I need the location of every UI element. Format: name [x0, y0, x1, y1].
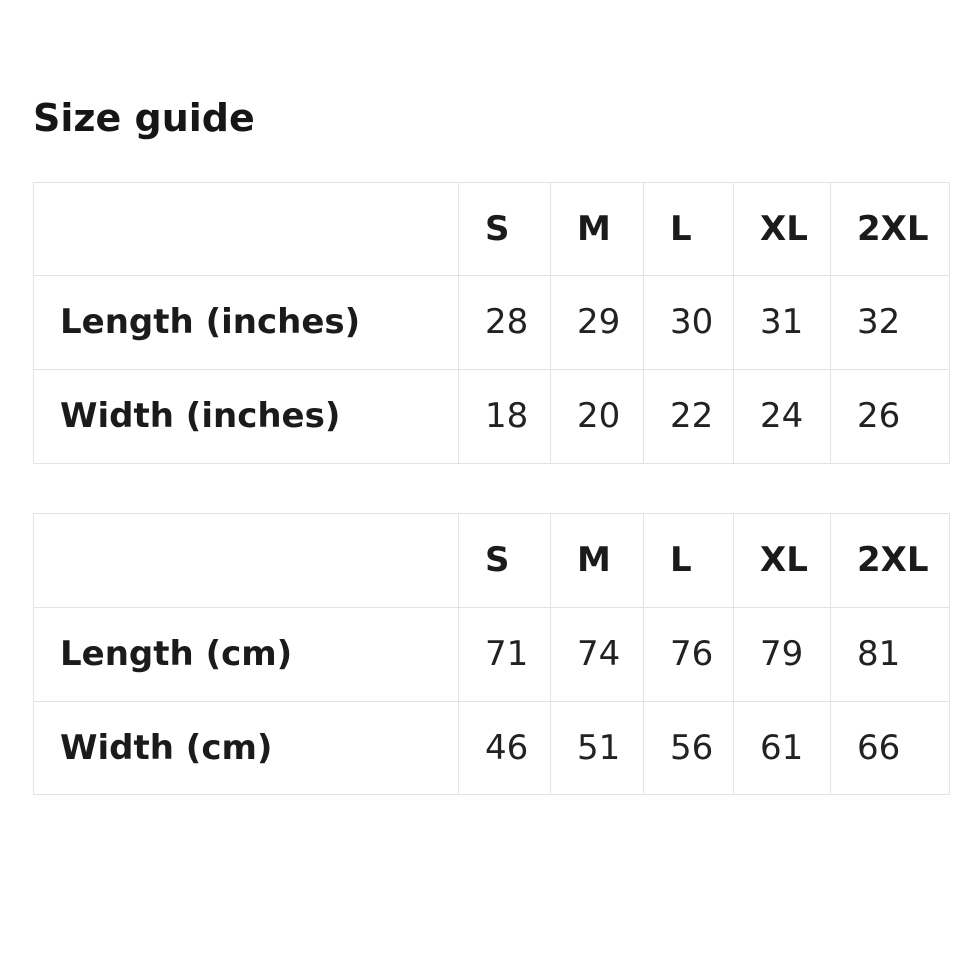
value-cell: 71 [458, 606, 551, 702]
table-row: Length (inches) 28 29 30 31 32 [33, 275, 950, 371]
col-header-2xl: 2XL [830, 181, 950, 277]
value-cell: 56 [643, 700, 734, 796]
header-row: S M L XL 2XL [33, 181, 950, 277]
col-header-s: S [458, 512, 551, 608]
value-cell: 74 [550, 606, 644, 702]
row-label: Width (inches) [33, 369, 459, 464]
col-header-s: S [458, 181, 551, 277]
row-label: Length (inches) [33, 275, 459, 371]
value-cell: 20 [550, 369, 644, 464]
value-cell: 61 [733, 700, 831, 796]
value-cell: 18 [458, 369, 551, 464]
row-label: Length (cm) [33, 606, 459, 702]
value-cell: 66 [830, 700, 950, 796]
col-header-l: L [643, 512, 734, 608]
size-table-cm: S M L XL 2XL Length (cm) 71 74 76 79 81 … [33, 512, 950, 796]
value-cell: 76 [643, 606, 734, 702]
col-header-l: L [643, 181, 734, 277]
header-row: S M L XL 2XL [33, 512, 950, 608]
page-title: Size guide [33, 96, 255, 140]
size-guide-section: Size guide S M L XL 2XL Length (inches) … [33, 96, 950, 796]
size-table-inches: S M L XL 2XL Length (inches) 28 29 30 31… [33, 181, 950, 464]
value-cell: 79 [733, 606, 831, 702]
table-row: Length (cm) 71 74 76 79 81 [33, 606, 950, 702]
value-cell: 24 [733, 369, 831, 464]
value-cell: 46 [458, 700, 551, 796]
table-row: Width (cm) 46 51 56 61 66 [33, 700, 950, 796]
value-cell: 81 [830, 606, 950, 702]
value-cell: 26 [830, 369, 950, 464]
row-label: Width (cm) [33, 700, 459, 796]
value-cell: 28 [458, 275, 551, 371]
value-cell: 29 [550, 275, 644, 371]
col-header-2xl: 2XL [830, 512, 950, 608]
col-header-m: M [550, 181, 644, 277]
col-header-xl: XL [733, 512, 831, 608]
value-cell: 30 [643, 275, 734, 371]
value-cell: 32 [830, 275, 950, 371]
corner-cell [33, 181, 459, 277]
value-cell: 31 [733, 275, 831, 371]
value-cell: 22 [643, 369, 734, 464]
col-header-m: M [550, 512, 644, 608]
value-cell: 51 [550, 700, 644, 796]
col-header-xl: XL [733, 181, 831, 277]
table-row: Width (inches) 18 20 22 24 26 [33, 369, 950, 464]
corner-cell [33, 512, 459, 608]
